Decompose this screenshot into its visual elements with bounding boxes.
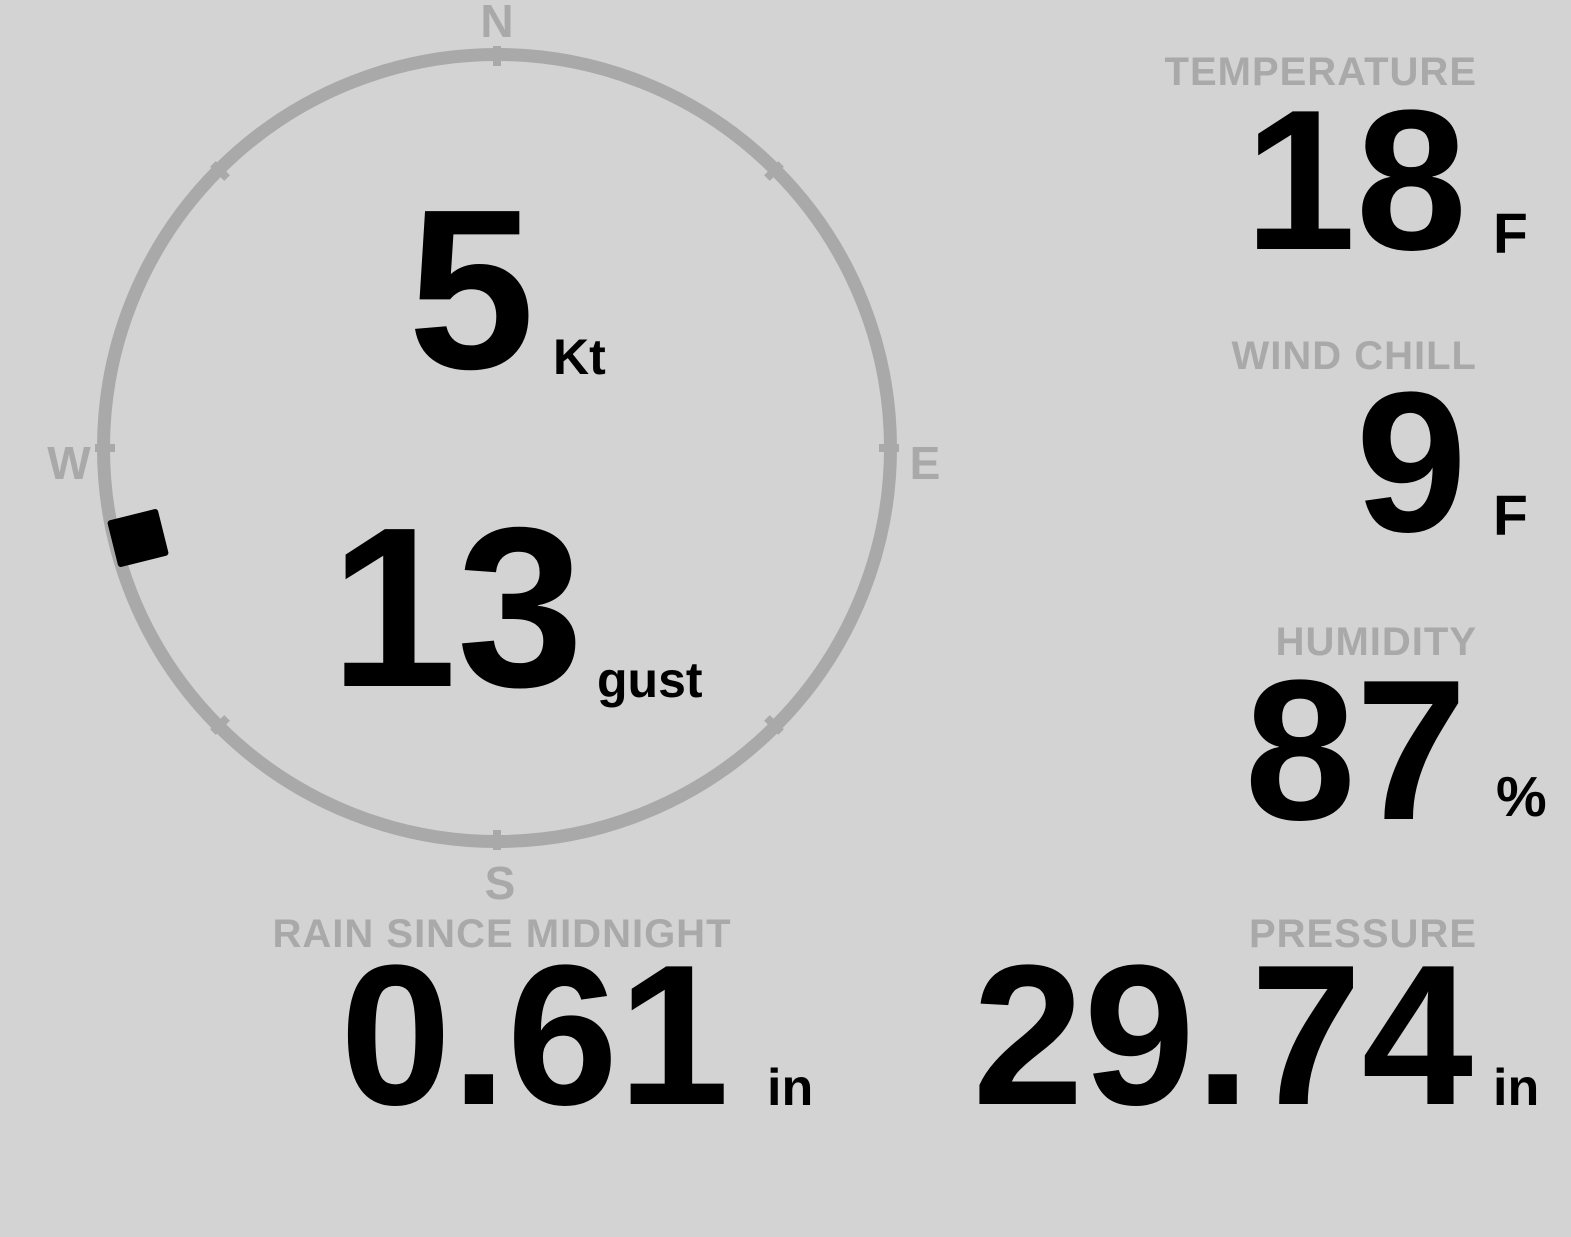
wind-gust-unit: gust	[597, 652, 703, 708]
humidity-unit: %	[1496, 765, 1547, 829]
pressure-unit: in	[1493, 1059, 1540, 1117]
wind-chill-value: 9	[1355, 351, 1467, 574]
temperature-label: TEMPERATURE	[1164, 50, 1477, 94]
temperature-unit: F	[1493, 202, 1528, 266]
rain-label: RAIN SINCE MIDNIGHT	[272, 912, 732, 956]
rain-unit: in	[767, 1059, 814, 1117]
cardinal-west-label: W	[47, 437, 91, 489]
wind-chill-unit: F	[1493, 484, 1528, 548]
wind-speed-unit: Kt	[553, 329, 606, 385]
pressure-label: PRESSURE	[1248, 912, 1477, 956]
compass-tick	[95, 444, 115, 452]
cardinal-south-label: S	[484, 857, 516, 909]
compass-tick	[879, 444, 899, 452]
temperature-value: 18	[1244, 69, 1467, 292]
humidity-label: HUMIDITY	[1275, 620, 1477, 664]
cardinal-east-label: E	[909, 437, 941, 489]
humidity-value: 87	[1244, 639, 1467, 862]
rain-value: 0.61	[340, 924, 730, 1147]
cardinal-north-label: N	[480, 0, 514, 47]
compass-tick	[493, 46, 501, 66]
wind-speed-value: 5	[408, 163, 535, 417]
compass-tick	[493, 830, 501, 850]
wind-chill-label: WIND CHILL	[1231, 334, 1477, 378]
pressure-value: 29.74	[972, 924, 1474, 1147]
wind-gust-value: 13	[330, 481, 584, 735]
